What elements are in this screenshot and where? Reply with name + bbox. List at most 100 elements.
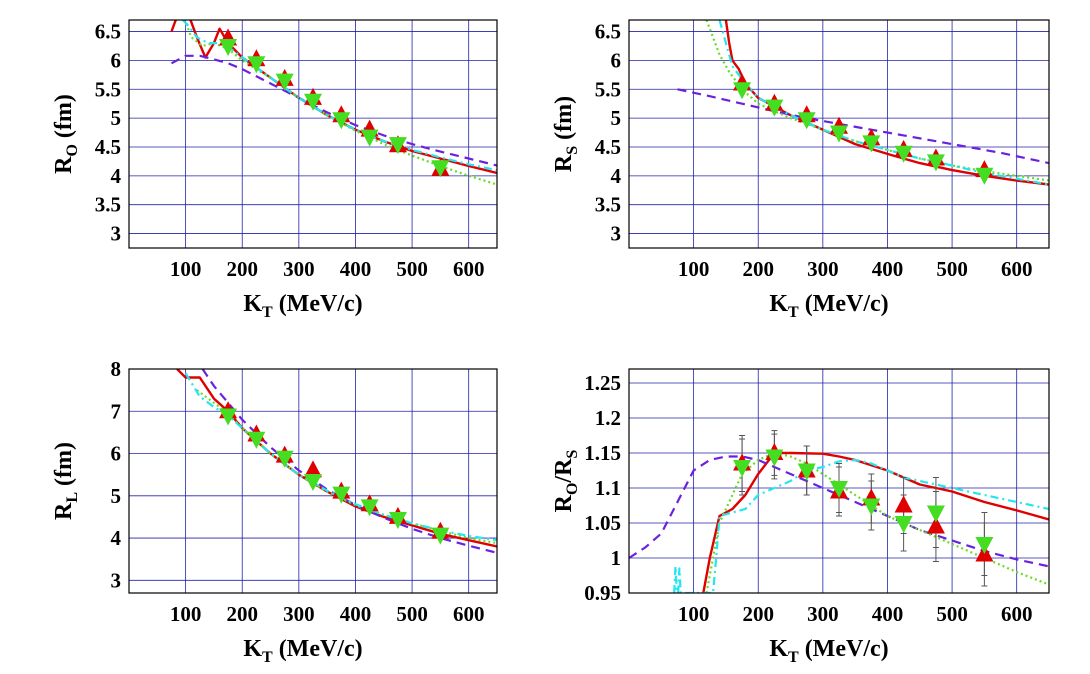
data-point-green-triangle-down [332, 486, 351, 504]
data-markers [219, 401, 450, 545]
data-point-red-triangle-up [304, 460, 322, 478]
x-tick-label: 400 [872, 602, 904, 626]
series-line-solid [170, 20, 497, 175]
data-markers [733, 73, 994, 185]
series-line-dashdot [673, 458, 1049, 593]
data-markers [219, 28, 450, 178]
x-axis-label: KT (MeV/c) [769, 291, 888, 321]
plot-frame [128, 368, 498, 594]
y-tick-label: 5 [611, 106, 622, 130]
y-tick-label: 1.05 [584, 511, 621, 535]
y-tick-label: 4 [111, 526, 122, 550]
y-tick-label: 1.1 [595, 476, 621, 500]
series-line-dashed [677, 88, 1049, 165]
x-axis-label: KT (MeV/c) [769, 636, 888, 666]
x-tick-label: 500 [936, 257, 968, 281]
y-tick-label: 3 [111, 222, 122, 246]
x-tick-label: 400 [872, 257, 904, 281]
panel-ro-vs-kt: 100 200 300 400 500 600 3 3.5 4 4.5 5 5.5 6 6.5 KT (Me… [51, 19, 498, 321]
y-tick-label: 7 [111, 399, 122, 423]
x-tick-label: 100 [170, 602, 202, 626]
x-tick-label: 400 [340, 602, 372, 626]
model-curves [677, 20, 1049, 186]
y-axis-label: RL (fm) [51, 442, 81, 520]
data-point-red-triangle-up [894, 495, 913, 513]
x-tick-label: 500 [396, 257, 428, 281]
data-point-green-triangle-down [247, 431, 266, 449]
x-tick-label: 500 [936, 602, 968, 626]
x-tick-label: 200 [742, 257, 774, 281]
panel-rs-vs-kt: 100 200 300 400 500 600 3 3.5 4 4.5 5 5.5 6 6.5 KT (Me… [551, 19, 1050, 321]
data-point-green-triangle-down [797, 463, 816, 481]
data-point-green-triangle-down [765, 449, 784, 467]
data-point-green-triangle-down [830, 125, 848, 143]
y-tick-label: 4.5 [595, 135, 621, 159]
y-tick-label: 6 [111, 48, 122, 72]
y-tick-label: 6.5 [95, 20, 121, 44]
x-tick-label: 500 [396, 602, 428, 626]
model-curves [170, 20, 497, 186]
model-curves [176, 369, 497, 554]
y-tick-label: 6 [111, 442, 122, 466]
data-point-green-triangle-down [275, 450, 294, 468]
series-line-dashdot [718, 20, 1049, 186]
y-tick-label: 4 [111, 164, 122, 188]
series-line-dashed [201, 369, 497, 554]
x-tick-label: 300 [807, 602, 839, 626]
y-tick-label: 6.5 [595, 20, 621, 44]
data-point-green-triangle-down [360, 499, 379, 517]
x-tick-label: 100 [678, 602, 710, 626]
data-point-green-triangle-down [219, 38, 238, 56]
data-point-green-triangle-down [975, 167, 994, 185]
data-point-green-triangle-down [360, 129, 379, 147]
x-tick-label: 300 [807, 257, 839, 281]
data-point-green-triangle-down [830, 481, 848, 498]
data-point-green-triangle-down [247, 56, 266, 74]
y-tick-label: 5 [111, 484, 122, 508]
data-point-green-triangle-down [431, 160, 450, 178]
data-point-green-triangle-down [431, 527, 450, 545]
y-tick-label: 5.5 [95, 77, 121, 101]
x-tick-label: 200 [226, 602, 258, 626]
series-line-solid [176, 369, 497, 548]
data-point-green-triangle-down [733, 82, 752, 100]
y-tick-label: 3 [111, 568, 122, 592]
plot-frame [628, 368, 1050, 594]
x-tick-label: 100 [170, 257, 202, 281]
y-axis-label: RO/RS [551, 450, 581, 513]
data-point-green-triangle-down [926, 505, 945, 523]
y-tick-label: 1.15 [584, 441, 621, 465]
data-point-green-triangle-down [797, 112, 816, 130]
data-point-green-triangle-down [765, 99, 784, 117]
x-tick-label: 600 [453, 257, 485, 281]
y-tick-label: 5 [111, 106, 122, 130]
data-point-green-triangle-down [894, 516, 913, 533]
data-point-green-triangle-down [862, 135, 881, 153]
y-tick-label: 4.5 [95, 135, 121, 159]
grid [129, 20, 497, 248]
data-point-green-triangle-down [733, 460, 752, 477]
plot-frame [628, 19, 1050, 249]
y-tick-label: 3.5 [595, 193, 621, 217]
y-tick-label: 1.2 [595, 406, 621, 430]
grid [629, 20, 1049, 248]
y-tick-label: 4 [611, 164, 622, 188]
y-tick-label: 0.95 [584, 581, 621, 605]
y-tick-label: 3.5 [95, 193, 121, 217]
data-point-green-triangle-down [388, 512, 407, 530]
data-point-green-triangle-down [275, 73, 294, 91]
data-point-green-triangle-down [975, 537, 994, 554]
data-point-green-triangle-down [219, 408, 238, 426]
y-tick-label: 1 [611, 546, 622, 570]
series-line-dashed [170, 54, 497, 167]
x-tick-label: 400 [340, 257, 372, 281]
data-point-green-triangle-down [304, 474, 322, 491]
y-tick-label: 8 [111, 357, 122, 381]
x-tick-label: 200 [226, 257, 258, 281]
x-tick-label: 300 [283, 602, 315, 626]
x-axis-label: KT (MeV/c) [243, 636, 362, 666]
x-axis-label: KT (MeV/c) [243, 291, 362, 321]
y-tick-label: 6 [611, 48, 622, 72]
series-line-dashdot [182, 20, 497, 172]
data-point-red-triangle-up [926, 516, 945, 534]
